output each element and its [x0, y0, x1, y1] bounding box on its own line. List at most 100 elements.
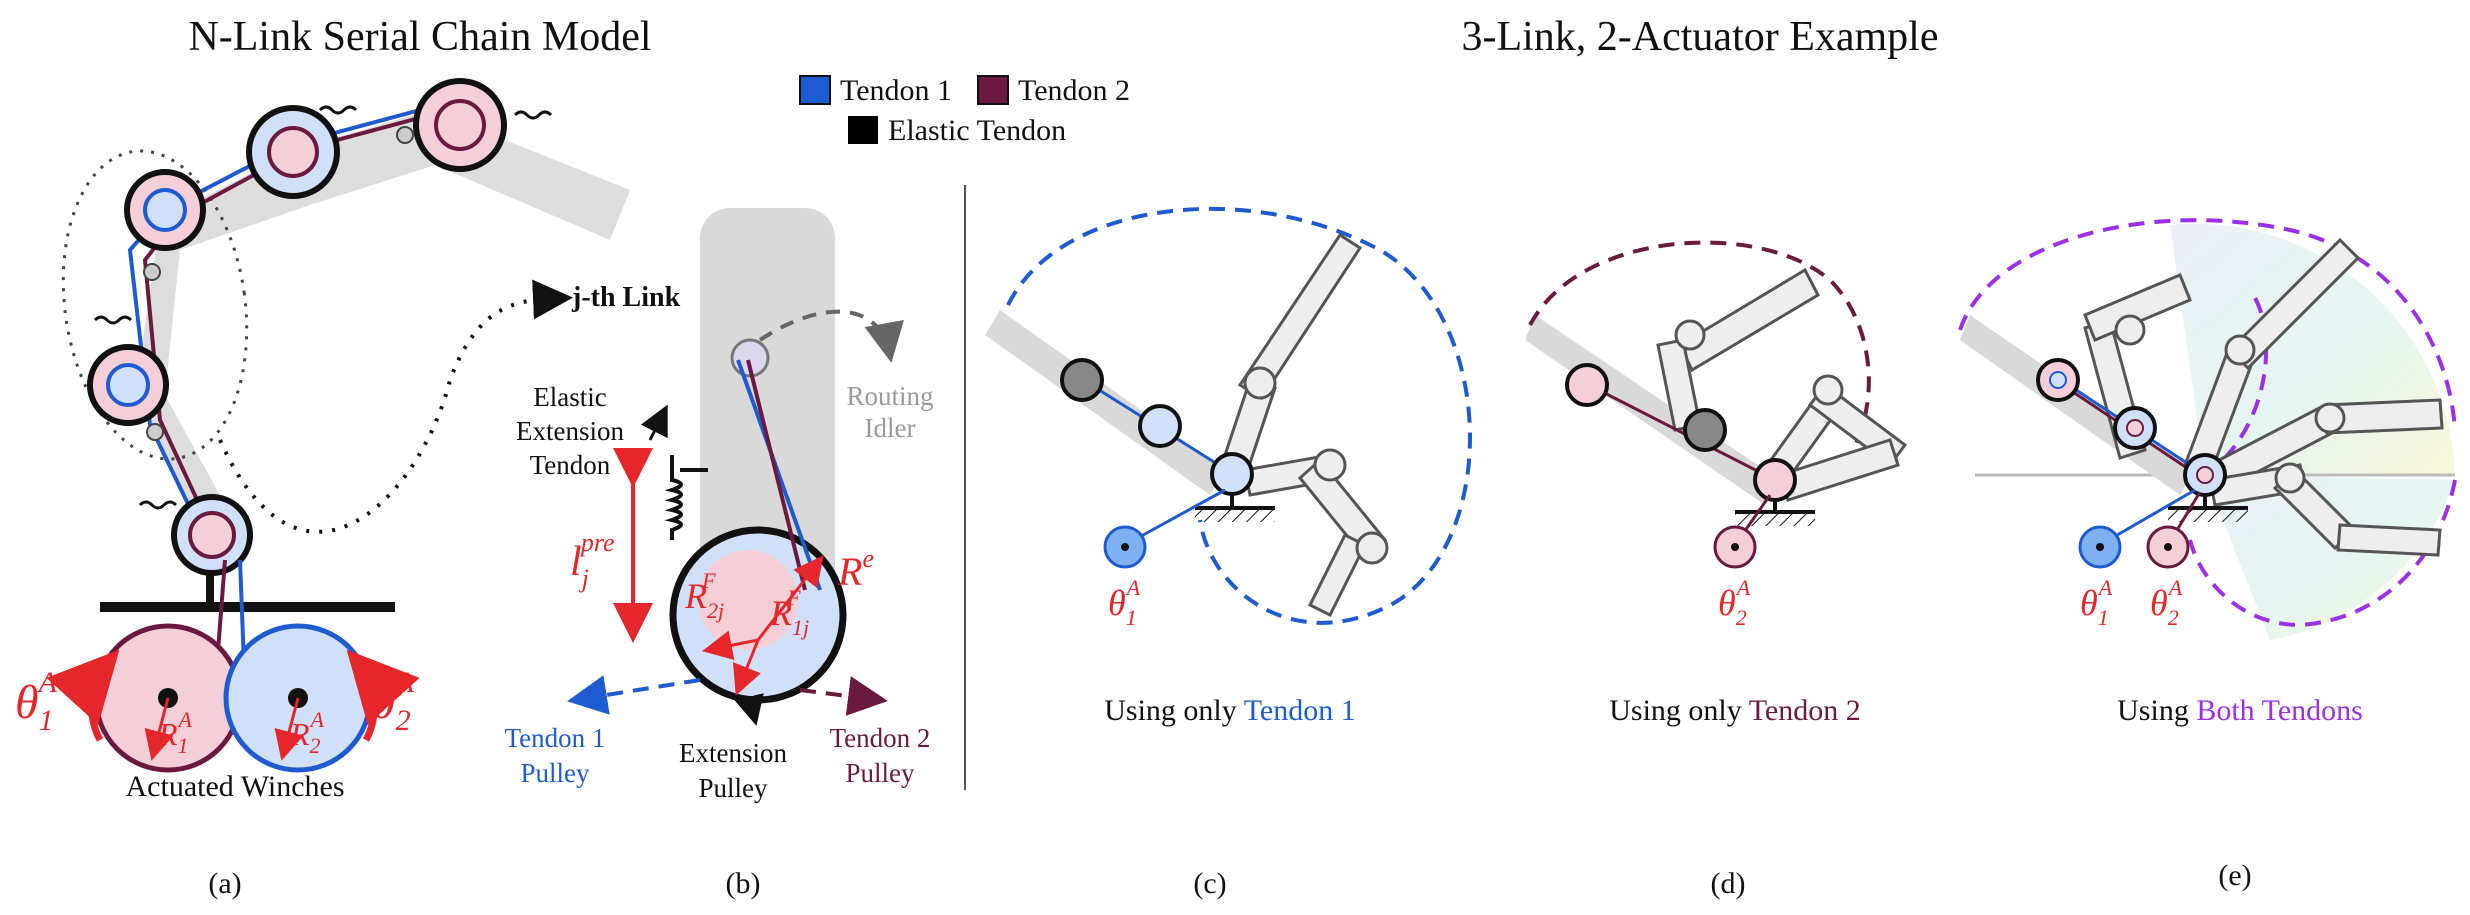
extension-pulley-arrow: [734, 693, 764, 726]
spring-a1: [93, 315, 133, 325]
link-d-1: [1678, 267, 1820, 373]
label-a: (a): [208, 867, 241, 900]
lpre-label: ljpre: [570, 528, 615, 593]
elastic-label-2: Extension: [516, 416, 624, 446]
base-bar: [100, 602, 395, 612]
tendon2-pulley-label-2: Pulley: [845, 758, 915, 788]
r1-label: R1A: [157, 707, 193, 758]
pulley-c-2: [1138, 404, 1182, 448]
theta-d: θ2A: [1718, 575, 1751, 630]
spring-a2: [138, 500, 178, 510]
caption-d: Using only Tendon 2: [1609, 694, 1861, 727]
workspace-fan-bottom: [2205, 475, 2455, 640]
r2-arrow: [274, 697, 304, 761]
legend-swatch-tendon1: [799, 75, 831, 105]
pulley-3: [246, 105, 340, 199]
theta-e-1: θ1A: [2080, 575, 2113, 630]
label-c: (c): [1193, 867, 1226, 900]
pulley-c-1: [1060, 358, 1104, 402]
chain-links: [135, 110, 630, 555]
panel-b: Routing Idler Elastic Extension Tendon l…: [505, 208, 934, 803]
tendon2-pulley-label-1: Tendon 2: [830, 723, 931, 753]
winches-label: Actuated Winches: [126, 770, 345, 803]
r1-arrow: [144, 697, 174, 761]
routing-arrow: [758, 309, 904, 363]
r2j-arrow: [702, 630, 759, 661]
idler-a2: [146, 423, 164, 441]
link-e-2: [2083, 273, 2192, 342]
panel-c: θ1A Using only Tendon 1: [985, 206, 1472, 727]
idler-a1: [143, 263, 161, 281]
legend-swatch-elastic: [848, 116, 878, 144]
legend: Tendon 1 Tendon 2 Elastic Tendon: [799, 74, 1130, 147]
extension-pulley-label-2: Pulley: [698, 773, 768, 803]
workspace-c: [1006, 206, 1472, 625]
legend-tendon1: Tendon 1: [840, 74, 952, 107]
pulley-d-3: [1753, 458, 1797, 502]
label-e: (e): [2218, 859, 2251, 892]
panel-e: θ1A θ2A Using Both Tendons: [1958, 218, 2457, 727]
spring-a3: [318, 105, 358, 115]
routing-label-1: Routing: [846, 381, 933, 411]
link-c-5: [1307, 532, 1368, 618]
jth-link-arrow: [218, 279, 573, 534]
panel-a: j-th Link: [15, 78, 681, 803]
base-link-d: [1525, 315, 1780, 505]
title-left: N-Link Serial Chain Model: [188, 14, 651, 60]
pulley-2: [87, 344, 169, 426]
caption-e: Using Both Tendons: [2117, 694, 2363, 727]
legend-tendon2: Tendon 2: [1018, 74, 1130, 107]
tendon2-pulley-arrow: [799, 676, 888, 716]
pulley-j: [124, 169, 206, 251]
ground-e: [2168, 508, 2248, 522]
pulley-d-1: [1565, 363, 1609, 407]
elastic-label-1: Elastic: [533, 382, 606, 412]
elastic-label-3: Tendon: [530, 450, 611, 480]
base-post: [206, 570, 214, 604]
theta-c: θ1A: [1108, 575, 1141, 630]
pulley-c-3: [1210, 452, 1254, 496]
legend-swatch-tendon2: [977, 75, 1009, 105]
workspace-e-outer: [1958, 218, 2457, 431]
theta1-arrow: [46, 649, 120, 742]
theta1-label: θ1A: [15, 666, 58, 737]
tendon1-b: [736, 359, 822, 591]
tendon1-pulley-arrow: [567, 675, 701, 715]
legend-elastic: Elastic Tendon: [888, 114, 1066, 147]
tendon2-b: [746, 359, 807, 591]
ground-d: [1735, 512, 1815, 526]
pulley-4: [413, 78, 507, 172]
re-label: Re: [837, 544, 874, 594]
jth-link-label: j-th Link: [571, 282, 681, 313]
tendon1-pulley-label-1: Tendon 1: [505, 723, 606, 753]
link-e-9: [2336, 523, 2442, 557]
r1j-arrow: [732, 639, 761, 696]
title-right: 3-Link, 2-Actuator Example: [1461, 14, 1938, 60]
extension-pulley-label-1: Extension: [679, 738, 787, 768]
pulley-base: [171, 494, 253, 576]
tendon1-pulley-label-2: Pulley: [520, 758, 590, 788]
r2j-label: R2jF: [684, 568, 724, 623]
ground-c: [1195, 508, 1275, 522]
panel-d: θ2A Using only Tendon 2: [1525, 240, 1908, 727]
r2-label: R2A: [289, 707, 325, 758]
elastic-spring: [664, 455, 683, 540]
idler-a3: [396, 126, 414, 144]
caption-c: Using only Tendon 1: [1104, 694, 1356, 727]
label-d: (d): [1711, 867, 1746, 900]
elastic-arrow: [640, 404, 668, 441]
label-b: (b): [726, 867, 761, 900]
theta2-arrow: [346, 649, 420, 742]
pulley-inner-b: [698, 550, 798, 650]
base-link-c: [985, 310, 1225, 495]
jth-link-ellipse: [61, 149, 249, 461]
routing-label-2: Idler: [865, 413, 916, 443]
theta-e-2: θ2A: [2150, 575, 2183, 630]
re-arrow: [756, 555, 824, 641]
pulley-d-2: [1683, 408, 1727, 452]
spring-a4: [513, 110, 553, 120]
base-link-e: [1960, 315, 2195, 495]
r1j-label: R1jF: [769, 585, 809, 640]
workspace-d: [1528, 240, 1871, 472]
